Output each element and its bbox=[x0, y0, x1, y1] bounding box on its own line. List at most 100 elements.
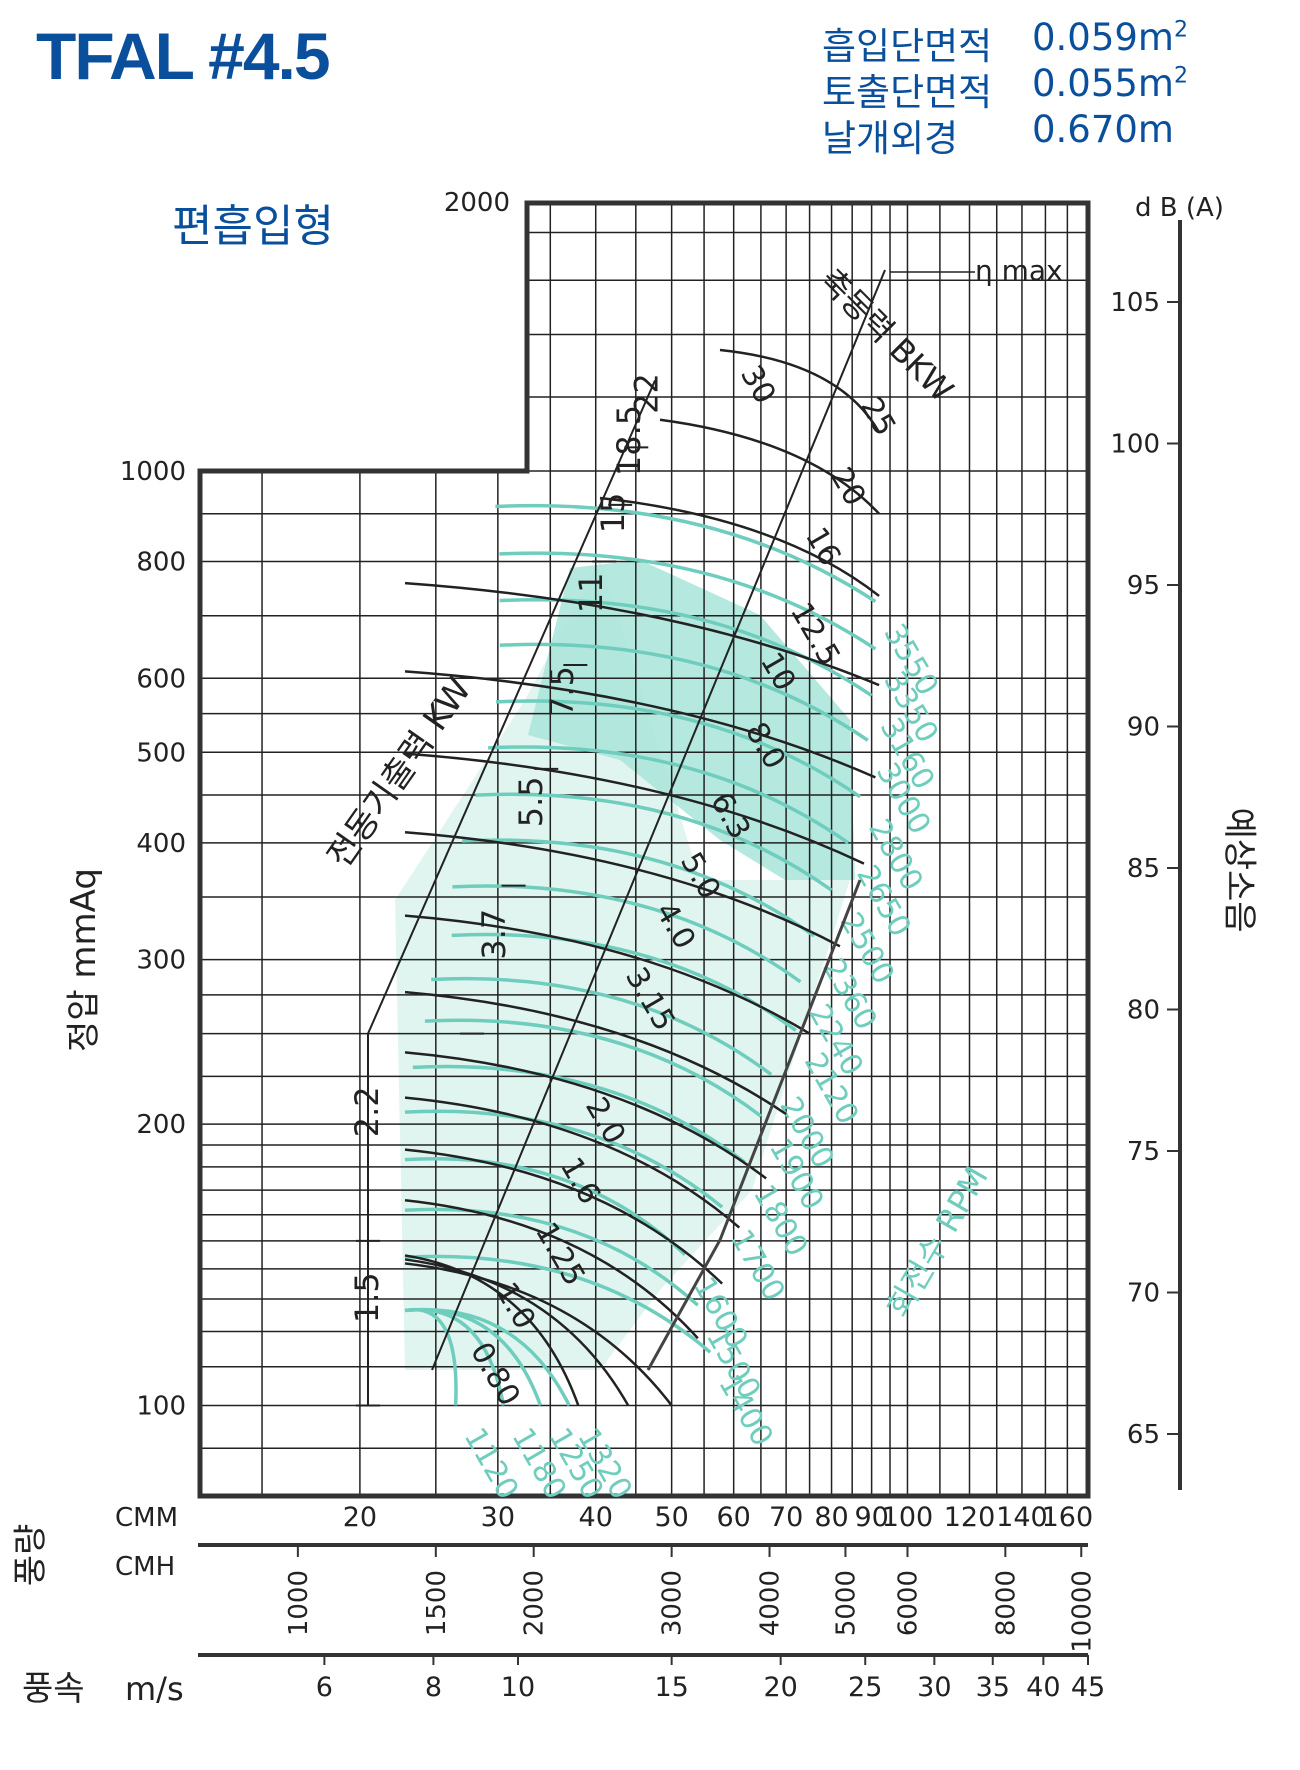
velocity-tick-label: 45 bbox=[1071, 1672, 1105, 1703]
motor-power-label: 22 bbox=[628, 373, 666, 414]
shaft-power-curve bbox=[404, 990, 787, 1116]
noise-axis-label: 예상소음 bbox=[1219, 807, 1259, 932]
cmm-tick-label: 50 bbox=[654, 1502, 688, 1533]
velocity-tick-label: 10 bbox=[501, 1672, 535, 1703]
cmm-tick-label: 100 bbox=[882, 1502, 934, 1533]
motor-power-label: 11 bbox=[572, 573, 610, 614]
spec-outlet-area: 토출단면적 0.055m2 bbox=[822, 62, 1188, 116]
y-tick-label: 800 bbox=[136, 548, 186, 578]
rpm-curve bbox=[496, 699, 862, 799]
cmm-tick-label: 120 bbox=[944, 1502, 996, 1533]
cmm-tick-label: 40 bbox=[579, 1502, 613, 1533]
rpm-curve bbox=[404, 1157, 687, 1256]
motor-power-label: 2.2 bbox=[348, 1086, 386, 1137]
rpm-curve bbox=[424, 1018, 762, 1118]
y-tick-label: 100 bbox=[136, 1391, 186, 1421]
shaft-power-scale-line bbox=[431, 269, 886, 1371]
y-tick-label: 300 bbox=[136, 946, 186, 976]
rpm-curve bbox=[475, 792, 833, 892]
velocity-tick-label: 6 bbox=[316, 1672, 333, 1703]
rpm-curve bbox=[495, 503, 877, 603]
spec-value: 0.670m bbox=[1032, 108, 1174, 151]
shaft-power-curve bbox=[404, 670, 876, 779]
shaft-power-curve bbox=[404, 1262, 673, 1407]
rpm-curve bbox=[462, 838, 816, 938]
fan-type-label: 편흡입형 bbox=[172, 201, 334, 252]
cmm-tick-label: 20 bbox=[343, 1502, 377, 1533]
y-tick-label: 200 bbox=[136, 1110, 186, 1140]
cmm-tick-label: 160 bbox=[1042, 1502, 1094, 1533]
shaft-power-label: 20 bbox=[823, 462, 872, 513]
cmh-tick-label: 10000 bbox=[1067, 1570, 1097, 1653]
motor-power-label: 7.5 bbox=[543, 666, 581, 717]
eta-max-label: η max bbox=[975, 254, 1063, 287]
spec-unit-sup: 2 bbox=[1173, 17, 1188, 43]
spec-value: 0.059m bbox=[1032, 16, 1174, 59]
noise-tick-label: 95 bbox=[1127, 571, 1160, 601]
rpm-curve bbox=[404, 1109, 724, 1209]
shaft-power-curve bbox=[404, 581, 880, 687]
rpm-curve bbox=[404, 1207, 700, 1307]
cmh-tick-label: 8000 bbox=[991, 1570, 1021, 1636]
cmm-tick-label: 70 bbox=[769, 1502, 803, 1533]
spec-impeller-diameter: 날개외경 0.670m bbox=[822, 108, 1174, 162]
shaft-power-curve bbox=[404, 1148, 724, 1285]
cmm-tick-label: 140 bbox=[996, 1502, 1048, 1533]
noise-tick-label: 85 bbox=[1127, 854, 1160, 884]
cmh-tick-label: 2000 bbox=[520, 1570, 550, 1636]
velocity-tick-label: 30 bbox=[917, 1672, 951, 1703]
motor-power-label: 1.5 bbox=[348, 1272, 386, 1323]
page-title: TFAL #4.5 bbox=[36, 19, 331, 93]
plot-frame bbox=[197, 200, 1091, 1499]
rpm-curve bbox=[404, 1254, 712, 1354]
cmh-tick-label: 3000 bbox=[658, 1570, 688, 1636]
noise-unit-label: d B (A) bbox=[1135, 193, 1224, 223]
noise-tick-label: 65 bbox=[1127, 1420, 1160, 1450]
cmh-tick-label: 1500 bbox=[422, 1570, 452, 1636]
rpm-curve bbox=[404, 1307, 571, 1407]
motor-power-label: 18.5 bbox=[610, 405, 648, 476]
shaft-power-curve bbox=[404, 1199, 699, 1340]
shaft-power-label: 16 bbox=[798, 522, 847, 573]
spec-label: 날개외경 bbox=[822, 117, 959, 160]
velocity-tick-label: 35 bbox=[976, 1672, 1010, 1703]
noise-tick-label: 75 bbox=[1127, 1137, 1160, 1167]
spec-label: 토출단면적 bbox=[822, 71, 993, 114]
shaft-power-label: 25 bbox=[853, 392, 902, 443]
spec-label: 흡입단면적 bbox=[822, 25, 993, 68]
velocity-unit-label: m/s bbox=[125, 1670, 184, 1708]
shaft-power-curve bbox=[404, 831, 841, 948]
noise-tick-label: 90 bbox=[1127, 713, 1160, 743]
rpm-curve bbox=[431, 976, 773, 1076]
shaft-power-curve bbox=[404, 1258, 630, 1407]
motor-power-label: 15 bbox=[594, 492, 632, 533]
shaft-power-curve bbox=[404, 752, 865, 865]
shaft-power-curve bbox=[404, 1096, 741, 1229]
cmh-tick-label: 4000 bbox=[756, 1570, 786, 1636]
cmh-unit-label: CMH bbox=[115, 1552, 175, 1582]
spec-value: 0.055m bbox=[1032, 62, 1174, 105]
rpm-curve bbox=[499, 642, 869, 742]
shaft-power-curve bbox=[404, 1051, 767, 1180]
noise-tick-label: 105 bbox=[1110, 288, 1160, 318]
noise-tick-label: 80 bbox=[1127, 996, 1160, 1026]
velocity-axis-label: 풍속 bbox=[22, 1669, 85, 1709]
shaft-power-curve bbox=[404, 914, 811, 1035]
y-tick-label: 400 bbox=[136, 829, 186, 859]
shaft-power-curve bbox=[719, 348, 881, 433]
motor-power-label: 3.7 bbox=[475, 909, 513, 960]
y-tick-label: 500 bbox=[136, 738, 186, 768]
shaft-power-curve bbox=[404, 1254, 580, 1406]
velocity-tick-label: 15 bbox=[654, 1672, 688, 1703]
velocity-tick-label: 20 bbox=[763, 1672, 797, 1703]
cmm-tick-label: 90 bbox=[854, 1502, 888, 1533]
noise-tick-label: 100 bbox=[1110, 430, 1160, 460]
velocity-tick-label: 8 bbox=[425, 1672, 442, 1703]
rpm-curve bbox=[412, 1064, 746, 1164]
velocity-tick-label: 25 bbox=[848, 1672, 882, 1703]
y-tick-label: 1000 bbox=[120, 457, 186, 487]
spec-unit-sup: 2 bbox=[1173, 63, 1188, 89]
y-tick-label: 600 bbox=[136, 664, 186, 694]
